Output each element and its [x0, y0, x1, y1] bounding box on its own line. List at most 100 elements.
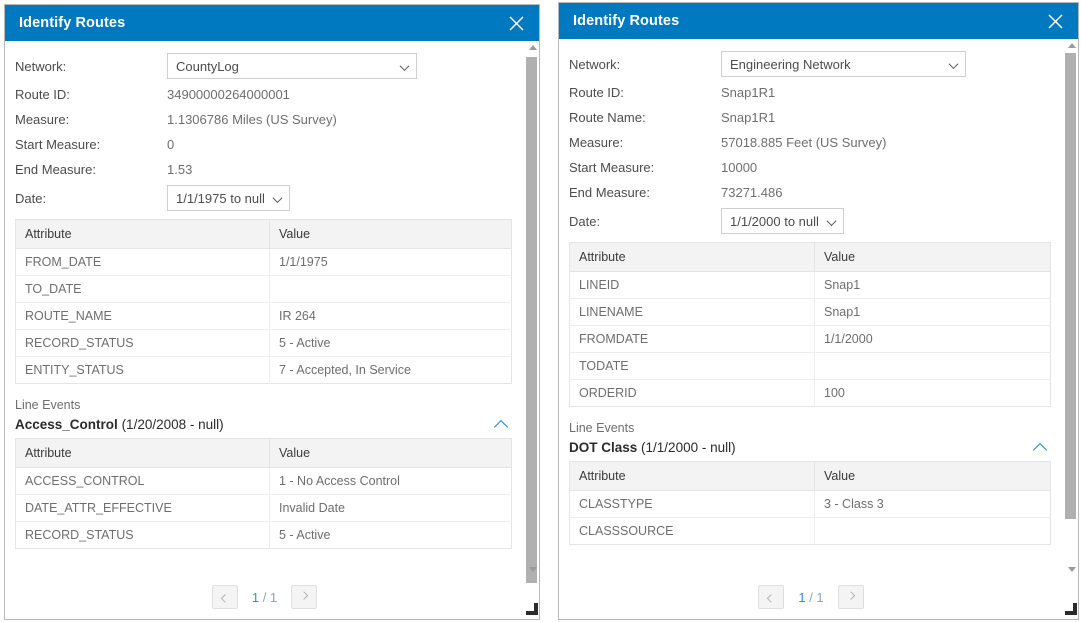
table-row: ROUTE_NAME IR 264 [15, 302, 512, 330]
column-header-value: Value [269, 438, 512, 468]
page-indicator: 1 / 1 [252, 590, 277, 605]
cell-value [814, 352, 1051, 380]
table-row: TODATE [569, 352, 1051, 380]
field-label-route-id: Route ID: [15, 87, 70, 102]
page-current: 1 [251, 589, 260, 605]
cell-value: 5 - Active [269, 329, 512, 357]
date-select-value: 1/1/2000 to null [730, 213, 819, 229]
chevron-down-icon [401, 64, 409, 69]
cell-attribute: LINEID [569, 271, 815, 299]
route-attributes-table: Attribute Value LINEID Snap1 LINENAME Sn… [569, 242, 1051, 407]
line-event-attributes-table: Attribute Value CLASSTYPE 3 - Class 3 CL… [569, 461, 1051, 545]
column-header-value: Value [269, 219, 512, 249]
identify-routes-panel-right: Identify Routes Network: Engineering Net… [558, 2, 1079, 620]
cell-attribute: TO_DATE [15, 275, 270, 303]
column-header-attribute: Attribute [569, 242, 815, 272]
cell-value: 5 - Active [279, 528, 331, 542]
line-event-title: DOT Class (1/1/2000 - null) [569, 440, 736, 455]
chevron-right-icon[interactable] [837, 585, 864, 609]
chevron-up-icon[interactable] [1031, 439, 1051, 455]
resize-grip[interactable] [1064, 603, 1078, 619]
table-header-row: Attribute Value [15, 219, 512, 249]
date-select[interactable]: 1/1/2000 to null [721, 208, 844, 234]
line-event-range: (1/1/2000 - null) [641, 439, 736, 455]
table-row: LINEID Snap1 [569, 271, 1051, 299]
line-event-attributes-table: Attribute Value ACCESS_CONTROL 1 - No Ac… [15, 438, 512, 549]
table-row: CLASSTYPE 3 - Class 3 [569, 490, 1051, 518]
chevron-down-icon [828, 219, 836, 224]
column-header-value: Value [814, 461, 1051, 491]
panel-title: Identify Routes [573, 13, 680, 29]
chevron-down-icon [274, 196, 282, 201]
field-value-end-measure: 73271.486 [721, 185, 783, 200]
scroll-up-arrow-icon[interactable] [525, 41, 539, 53]
page-total: / 1 [809, 589, 824, 605]
panel-title: Identify Routes [19, 15, 126, 31]
field-label-end-measure: End Measure: [15, 162, 96, 177]
field-label-network: Network: [569, 56, 621, 72]
cell-attribute: CLASSTYPE [569, 490, 815, 518]
field-date: Date: 1/1/1975 to null [15, 183, 512, 213]
network-select[interactable]: CountyLog [167, 53, 417, 79]
table-row: RECORD_STATUS 5 - Active [15, 329, 512, 357]
close-icon[interactable] [503, 10, 529, 36]
line-event-header[interactable]: Access_Control (1/20/2008 - null) [15, 416, 512, 432]
table-row: ENTITY_STATUS 7 - Accepted, In Service [15, 356, 512, 384]
page-indicator: 1 / 1 [798, 590, 823, 605]
cell-attribute: CLASSSOURCE [569, 517, 815, 545]
close-icon[interactable] [1042, 8, 1068, 34]
cell-value: 3 - Class 3 [814, 490, 1051, 518]
chevron-up-icon[interactable] [492, 416, 512, 432]
cell-attribute: DATE_ATTR_EFFECTIVE [15, 494, 270, 522]
resize-grip[interactable] [525, 603, 539, 619]
cell-value: Invalid Date [269, 494, 512, 522]
scroll-down-arrow-icon[interactable] [1064, 563, 1078, 575]
chevron-left-icon[interactable] [211, 585, 238, 609]
table-row: RECORD_STATUS 5 - Active [15, 521, 512, 549]
date-select[interactable]: 1/1/1975 to null [167, 185, 290, 211]
field-label-start-measure: Start Measure: [15, 137, 101, 152]
line-event-range: (1/20/2008 - null) [121, 416, 224, 432]
field-value-route-id: Snap1R1 [721, 85, 776, 100]
field-label-end-measure: End Measure: [569, 185, 650, 200]
cell-attribute: RECORD_STATUS [15, 521, 270, 549]
field-value-route-name: Snap1R1 [721, 110, 776, 125]
field-route-id: Route ID: 34900000264000001 [15, 83, 512, 106]
scrollbar-thumb[interactable] [526, 57, 537, 583]
table-row: DATE_ATTR_EFFECTIVE Invalid Date [15, 494, 512, 522]
line-event-name: DOT Class [569, 439, 638, 455]
scroll-up-arrow-icon[interactable] [1064, 39, 1078, 51]
vertical-scrollbar[interactable] [1063, 39, 1078, 575]
field-label-route-name: Route Name: [569, 110, 646, 125]
pagination: 1 / 1 [559, 575, 1078, 619]
field-label-measure: Measure: [15, 112, 70, 127]
network-select[interactable]: Engineering Network [721, 51, 966, 77]
scrollbar-thumb[interactable] [1065, 53, 1076, 519]
line-event-name: Access_Control [15, 416, 118, 432]
panel-titlebar: Identify Routes [5, 5, 539, 41]
field-measure: Measure: 57018.885 Feet (US Survey) [569, 131, 1051, 154]
field-value-start-measure: 10000 [721, 160, 758, 175]
column-header-attribute: Attribute [569, 461, 815, 491]
cell-value: 1/1/1975 [269, 248, 512, 276]
table-row: FROMDATE 1/1/2000 [569, 325, 1051, 353]
field-value-measure: 57018.885 Feet (US Survey) [721, 135, 887, 150]
field-measure: Measure: 1.1306786 Miles (US Survey) [15, 108, 512, 131]
panel-body-wrap: Network: CountyLog Route ID: 34900000264… [5, 41, 539, 583]
vertical-scrollbar[interactable] [524, 41, 539, 583]
field-end-measure: End Measure: 1.53 [15, 158, 512, 181]
line-events-label: Line Events [15, 398, 81, 412]
chevron-left-icon[interactable] [758, 585, 785, 609]
chevron-right-icon[interactable] [291, 585, 318, 609]
cell-value: IR 264 [269, 302, 512, 330]
scroll-down-arrow-icon[interactable] [525, 563, 539, 575]
chevron-down-icon [950, 62, 958, 67]
cell-attribute: ORDERID [569, 379, 815, 407]
line-event-header[interactable]: DOT Class (1/1/2000 - null) [569, 439, 1051, 455]
cell-attribute: ROUTE_NAME [15, 302, 270, 330]
cell-attribute: FROM_DATE [15, 248, 270, 276]
cell-attribute: RECORD_STATUS [15, 329, 270, 357]
panel-body: Network: Engineering Network Route ID: S… [559, 39, 1063, 575]
table-header-row: Attribute Value [569, 242, 1051, 272]
field-value-measure: 1.1306786 Miles (US Survey) [167, 112, 337, 127]
